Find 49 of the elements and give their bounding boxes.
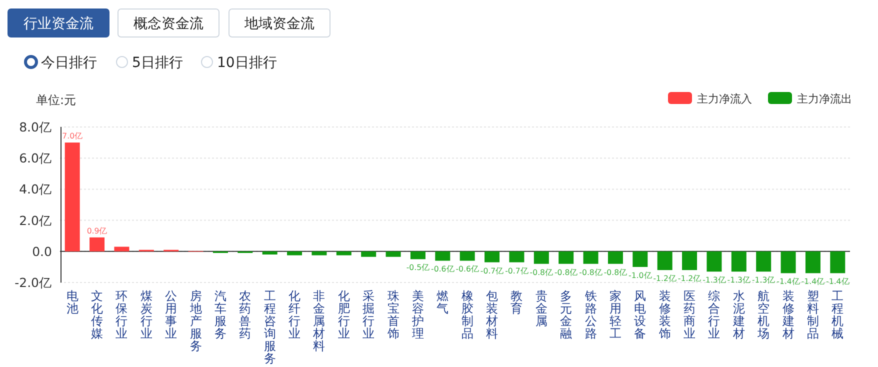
legend-item: 主力净流入 — [668, 92, 752, 106]
x-tick-label: 采掘行业 — [362, 289, 375, 340]
y-axis-title: 单位:元 — [36, 93, 76, 107]
x-tick-label: 综合行业 — [708, 289, 720, 340]
radio: 今日排行 — [24, 55, 97, 71]
x-tick-label: 工程机械 — [832, 289, 844, 340]
x-tick-label: 煤炭行业 — [140, 289, 152, 340]
x-tick-label: 化肥行业 — [338, 289, 350, 340]
x-tick-label: 多元金融 — [560, 289, 572, 340]
legend-label: 主力净流出 — [797, 92, 852, 106]
legend-item: 主力净流出 — [768, 92, 852, 106]
y-tick-label: 4.0亿 — [19, 182, 52, 197]
x-tick-label: 装修建材 — [781, 289, 794, 340]
y-tick-label: 6.0亿 — [19, 150, 52, 166]
x-tick-label: 风电设备 — [634, 289, 646, 340]
x-tick-label: 装修装饰 — [658, 289, 671, 340]
x-tick-label: 珠宝首饰 — [386, 289, 400, 340]
x-tick-label: 化纤行业 — [288, 289, 301, 340]
x-tick-label: 航空机场 — [756, 289, 770, 340]
x-tick-label: 工程咨询服务 — [264, 289, 276, 366]
radio: 10日排行 — [201, 55, 277, 71]
x-tick-label: 环保行业 — [116, 289, 128, 340]
x-tick-label: 家用轻工 — [609, 289, 622, 340]
tab: 行业资金流 — [8, 8, 110, 38]
x-tick-label: 教育 — [510, 289, 523, 316]
x-tick-label: 塑料制品 — [806, 289, 819, 340]
x-tick-label: 房地产服务 — [188, 289, 202, 353]
x-tick-label: 电池 — [66, 289, 78, 316]
tab: 概念资金流 — [118, 8, 220, 38]
x-tick-label: 贵金属 — [535, 289, 548, 328]
x-tick-label: 燃气 — [436, 289, 449, 316]
x-tick-label: 农药兽药 — [239, 289, 252, 340]
x-tick-label: 医药商业 — [684, 289, 696, 340]
x-tick-label: 非金属材料 — [312, 289, 326, 353]
x-tick-label: 水泥建材 — [732, 289, 745, 340]
y-tick-label: -2.0亿 — [14, 275, 52, 290]
x-tick-label: 文化传媒 — [91, 289, 104, 340]
x-tick-label: 公用事业 — [165, 289, 178, 340]
x-tick-label: 汽车服务 — [214, 289, 226, 340]
y-tick-label: 8.0亿 — [19, 120, 52, 134]
x-tick-label: 铁路公路 — [584, 289, 597, 340]
x-tick-label: 美容护理 — [410, 289, 424, 340]
y-tick-label: 2.0亿 — [19, 212, 52, 228]
x-tick-label: 橡胶制品 — [461, 289, 474, 340]
legend-label: 主力净流入 — [697, 92, 752, 106]
tab: 地域资金流 — [228, 8, 330, 38]
x-tick-label: 包装材料 — [485, 289, 498, 340]
radio: 5日排行 — [116, 55, 183, 71]
y-tick-label: 0.0 — [32, 244, 52, 259]
